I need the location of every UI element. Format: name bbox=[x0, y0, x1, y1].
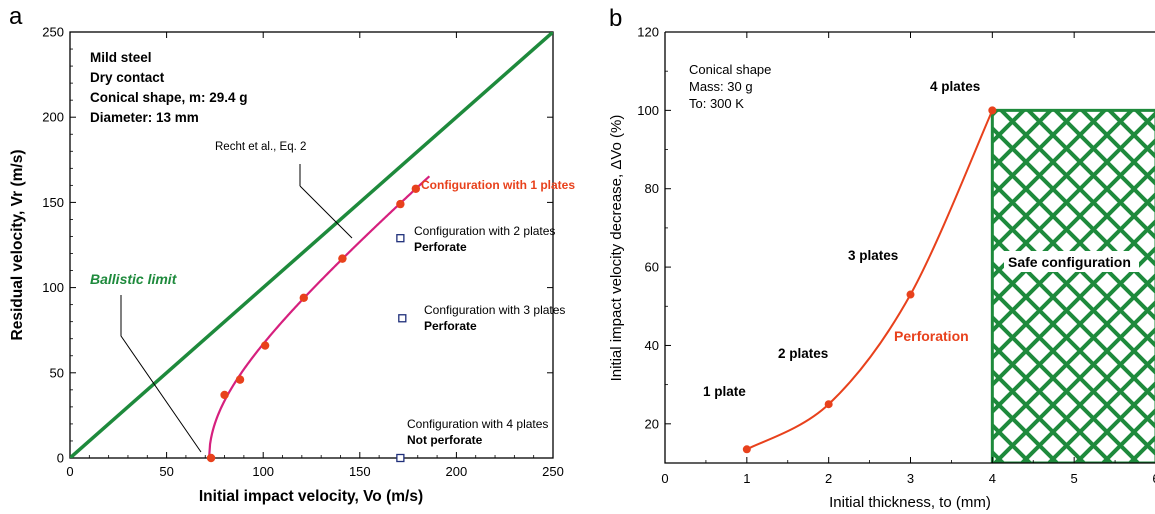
panel-a-x-tick-label: 100 bbox=[252, 464, 274, 479]
panel-b-y-axis-label: Initial impact velocity decrease, ΔVo (%… bbox=[608, 115, 625, 382]
panel-a-y-tick-label: 250 bbox=[42, 25, 64, 40]
panel-a-ticks: 0 50 100 150 200 250 0 50 100 150 200 250 bbox=[42, 25, 564, 480]
safe-region-label: Safe configuration bbox=[1008, 254, 1131, 270]
panel-a: a 0 50 100 150 200 250 0 50 100 150 200 250 Initial… bbox=[9, 3, 575, 505]
thickness-curve-marker bbox=[906, 290, 915, 299]
panel-b-y-tick-label: 80 bbox=[645, 181, 659, 196]
series-2-marker bbox=[396, 234, 405, 243]
panel-b-x-tick-label: 6 bbox=[1152, 471, 1155, 486]
ballistic-reference-line bbox=[70, 32, 553, 458]
info-line-shape-b: Conical shape bbox=[689, 62, 771, 77]
panel-a-x-tick-label: 200 bbox=[446, 464, 468, 479]
panel-a-x-tick-label: 0 bbox=[66, 464, 73, 479]
series-3-marker bbox=[398, 314, 407, 323]
series-4-marker bbox=[396, 453, 405, 463]
panel-a-y-tick-label: 100 bbox=[42, 280, 64, 295]
panel-b-label: b bbox=[609, 5, 622, 32]
ballistic-limit-leader-line bbox=[120, 295, 202, 453]
panel-b-x-tick-label: 5 bbox=[1071, 471, 1078, 486]
info-line-contact: Dry contact bbox=[90, 70, 165, 85]
series-4-label: Configuration with 4 plates bbox=[407, 417, 548, 431]
panel-b-x-tick-label: 1 bbox=[743, 471, 750, 486]
panel-a-label: a bbox=[9, 3, 23, 30]
safe-region-hatch bbox=[990, 108, 1155, 463]
point-label-3-plates: 3 plates bbox=[848, 248, 898, 263]
panel-b-info-box: Conical shape Mass: 30 g To: 300 K bbox=[689, 62, 771, 111]
safe-label-background bbox=[1004, 251, 1139, 272]
fit-curve-leader-line bbox=[299, 185, 353, 239]
point-label-2-plates: 2 plates bbox=[778, 346, 828, 361]
panel-a-y-tick-label: 200 bbox=[42, 110, 64, 125]
panel-a-x-axis-label: Initial impact velocity, Vo (m/s) bbox=[199, 488, 423, 505]
panel-b-x-tick-label: 3 bbox=[907, 471, 914, 486]
series-1-marker bbox=[396, 199, 405, 209]
info-line-temp-b: To: 300 K bbox=[689, 96, 744, 111]
info-line-shape: Conical shape, m: 29.4 g bbox=[90, 90, 248, 105]
series-1-marker bbox=[260, 341, 270, 350]
series-2-label: Configuration with 2 plates bbox=[414, 224, 555, 238]
thickness-curve-marker bbox=[824, 400, 833, 409]
panel-b-y-tick-label: 20 bbox=[645, 416, 659, 431]
series-2-note: Perforate bbox=[414, 240, 467, 254]
panel-a-frame bbox=[69, 31, 554, 459]
info-line-diameter: Diameter: 13 mm bbox=[90, 110, 199, 125]
series-1-marker bbox=[206, 453, 216, 463]
panel-b-x-axis-label: Initial thickness, to (mm) bbox=[829, 494, 991, 511]
point-label-4-plates: 4 plates bbox=[930, 79, 980, 94]
series-3-label: Configuration with 3 plates bbox=[424, 303, 565, 317]
panel-b-x-tick-label: 4 bbox=[989, 471, 996, 486]
panel-a-x-tick-label: 250 bbox=[542, 464, 564, 479]
panel-b-y-tick-label: 120 bbox=[637, 25, 659, 40]
fit-curve-label: Recht et al., Eq. 2 bbox=[215, 141, 306, 153]
series-4-note: Not perforate bbox=[407, 433, 483, 447]
series-1-marker bbox=[411, 184, 421, 193]
panel-a-y-tick-label: 0 bbox=[57, 451, 64, 466]
panel-b-y-tick-label: 60 bbox=[645, 260, 659, 275]
info-line-material: Mild steel bbox=[90, 50, 152, 65]
ballistic-limit-label: Ballistic limit bbox=[90, 271, 178, 287]
thickness-curve-line bbox=[746, 109, 994, 451]
panel-b-y-tick-label: 40 bbox=[645, 338, 659, 353]
panel-b-x-tick-label: 0 bbox=[661, 471, 668, 486]
panel-a-x-tick-label: 150 bbox=[349, 464, 371, 479]
perforation-region-label: Perforation bbox=[894, 328, 969, 344]
series-1-marker bbox=[299, 293, 308, 303]
thickness-curve-marker bbox=[742, 445, 751, 454]
info-line-mass-b: Mass: 30 g bbox=[689, 79, 753, 94]
panel-b-y-tick-label: 100 bbox=[637, 103, 659, 118]
fit-curve-line bbox=[208, 175, 431, 458]
panel-a-info-box: Mild steel Dry contact Conical shape, m:… bbox=[90, 50, 248, 125]
series-1-marker bbox=[235, 375, 245, 384]
panel-a-x-tick-label: 50 bbox=[159, 464, 173, 479]
point-label-1-plate: 1 plate bbox=[703, 384, 746, 399]
series-1-marker bbox=[220, 390, 229, 400]
series-3-note: Perforate bbox=[424, 319, 477, 333]
panel-a-y-axis-label: Residual velocity, Vr (m/s) bbox=[9, 150, 26, 341]
series-1-marker bbox=[338, 254, 347, 263]
series-1-label: Configuration with 1 plates bbox=[421, 178, 575, 192]
panel-a-y-tick-label: 50 bbox=[50, 365, 64, 380]
thickness-curve-marker bbox=[988, 106, 997, 115]
panel-b-x-tick-label: 2 bbox=[825, 471, 832, 486]
panel-b: b 0 1 2 3 4 5 6 20 40 60 80 100 120 Initial thicknes… bbox=[608, 5, 1155, 511]
panel-b-frame bbox=[664, 31, 1155, 464]
panel-a-y-tick-label: 150 bbox=[42, 195, 64, 210]
